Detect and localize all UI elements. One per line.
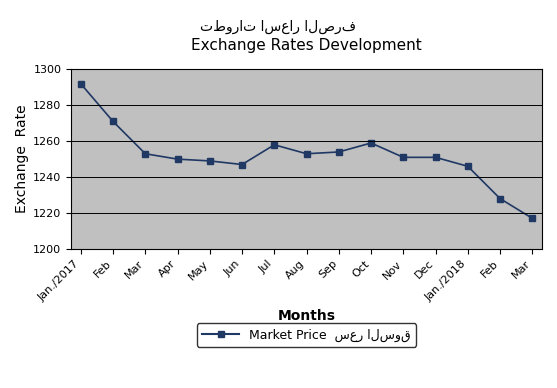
Title: Exchange Rates Development: Exchange Rates Development — [191, 38, 422, 53]
Legend: Market Price  سعر السوق: Market Price سعر السوق — [197, 324, 416, 346]
Text: تطورات اسعار الصرف: تطورات اسعار الصرف — [201, 19, 356, 34]
Y-axis label: Exchange  Rate: Exchange Rate — [15, 105, 29, 213]
X-axis label: Months: Months — [277, 308, 335, 322]
